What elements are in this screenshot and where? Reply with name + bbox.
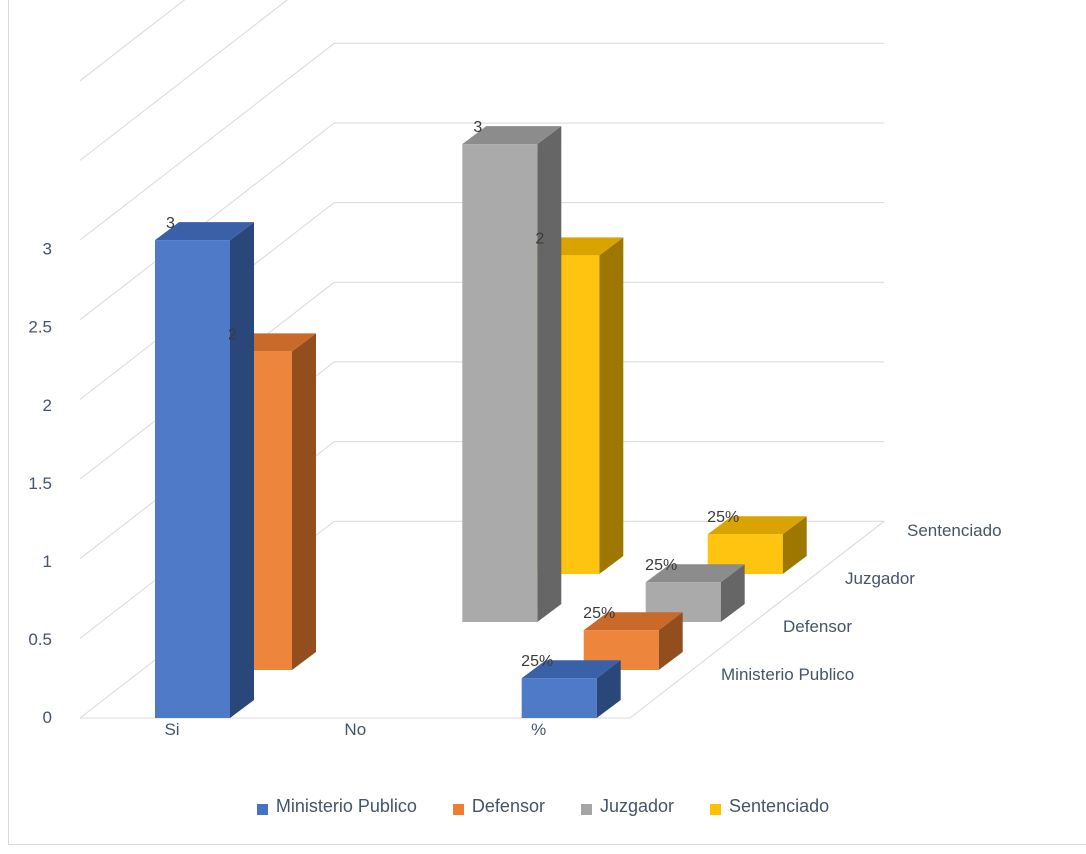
legend-label-ministerio-publico: Ministerio Publico [275, 796, 417, 816]
gridline-extra-1 [79, 0, 186, 82]
data-label-sentenciado-no: 2 [535, 230, 544, 247]
bar-side-sentenciado- [782, 516, 807, 574]
gridlines [79, 0, 885, 719]
legend-swatch-juzgador [580, 804, 592, 815]
bar-side-ministerio-publico-si [230, 222, 254, 718]
legend-label-defensor: Defensor [471, 796, 545, 816]
gridline-6 [79, 42, 885, 241]
bar-top-ministerio-publico- [521, 660, 621, 679]
bar-ministerio-publico- [521, 678, 597, 718]
legend-item-juzgador: Juzgador [580, 796, 675, 817]
legend-swatch-defensor [452, 804, 464, 815]
floor-edge [80, 520, 885, 719]
gridline-extra-0 [79, 0, 289, 161]
legend-swatch-ministerio-publico [256, 804, 268, 815]
labels: 0 0.5 1 1.5 2 2.5 3 Si No % Ministerio Publico Defe… [28, 119, 1001, 739]
y-tick-label: 0 [43, 708, 52, 727]
bar-side-defensor- [658, 612, 683, 670]
bars [155, 126, 807, 718]
depth-label-sentenciado: Sentenciado [907, 521, 1002, 540]
data-label-juzgador-: 25% [645, 557, 677, 574]
y-tick-label: 2 [43, 396, 52, 415]
bar-side-juzgador- [720, 564, 745, 622]
legend-label-juzgador: Juzgador [599, 796, 675, 816]
data-label-ministerio-publico-: 25% [521, 653, 553, 670]
x-tick-label-no: No [344, 720, 366, 739]
bar-juzgador-no [462, 144, 538, 622]
x-tick-label-: % [531, 720, 546, 739]
legend-swatch-sentenciado [710, 804, 722, 815]
y-tick-label: 3 [43, 240, 52, 259]
data-label-ministerio-publico-si: 3 [166, 215, 175, 232]
bar-top-juzgador- [645, 564, 745, 583]
depth-label-ministerio-publico: Ministerio Publico [721, 665, 854, 684]
y-tick-label: 0.5 [28, 630, 52, 649]
legend-item-sentenciado: Sentenciado [710, 796, 829, 817]
bar-top-juzgador-no [462, 126, 562, 145]
legend-item-defensor: Defensor [452, 796, 545, 817]
chart-frame [8, 0, 1086, 845]
y-tick-label: 1 [43, 552, 52, 571]
data-label-sentenciado-: 25% [707, 509, 739, 526]
y-tick-label: 1.5 [28, 474, 52, 493]
bar-ministerio-publico-si [155, 240, 230, 718]
bar-side-defensor-si [292, 333, 316, 670]
depth-label-defensor: Defensor [783, 617, 852, 636]
data-label-juzgador-no: 3 [473, 119, 482, 136]
legend-item-ministerio-publico: Ministerio Publico [256, 796, 417, 817]
y-tick-label: 2.5 [28, 318, 52, 337]
legend-label-sentenciado: Sentenciado [729, 796, 830, 816]
depth-label-juzgador: Juzgador [845, 569, 915, 588]
data-label-defensor-: 25% [583, 605, 615, 622]
legend: Ministerio Publico Defensor Juzgador Sen… [0, 796, 1086, 817]
bar-top-sentenciado- [707, 516, 807, 535]
bar-side-juzgador-no [537, 126, 562, 622]
bar-top-defensor- [583, 612, 683, 631]
bar-side-ministerio-publico- [596, 660, 621, 718]
data-label-defensor-si: 2 [228, 326, 237, 343]
bar-top-ministerio-publico-si [155, 222, 254, 241]
x-tick-label-si: Si [164, 720, 179, 739]
bar-side-sentenciado-no [599, 237, 624, 574]
